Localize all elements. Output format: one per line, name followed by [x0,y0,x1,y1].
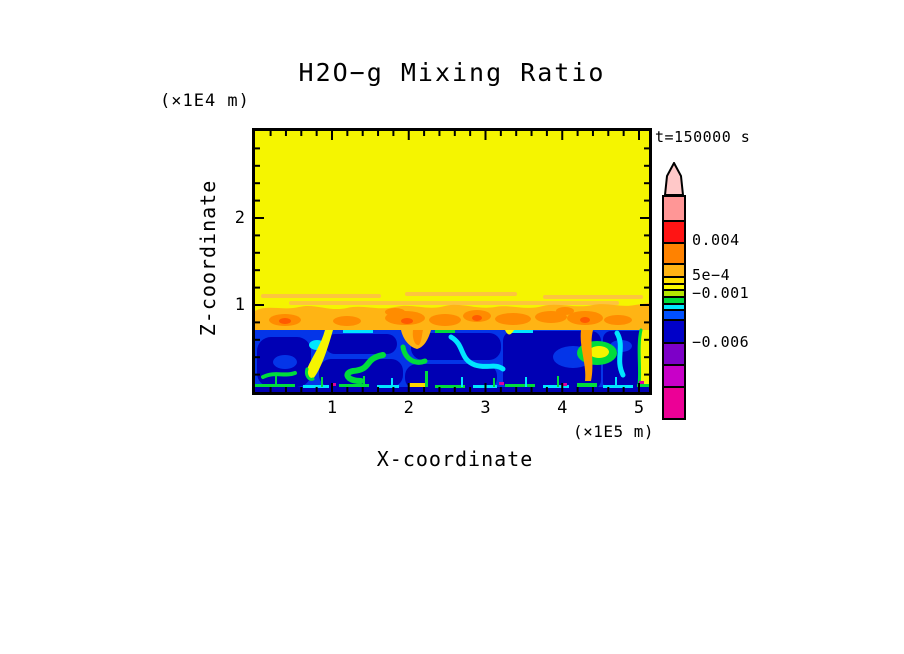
colorbar-segment [664,220,684,242]
colorbar-segment [664,276,684,283]
colorbar [662,195,686,420]
x-tick-label: 3 [480,398,491,418]
colorbar-segment [664,283,684,289]
x-axis-units-label: (×1E5 m) [573,422,655,441]
colorbar-segment [664,303,684,309]
colorbar-arrow-icon [663,162,685,196]
y-axis-units-label: (×1E4 m) [160,91,250,111]
surface-strip [255,371,649,392]
contour-field [255,131,649,392]
y-tick-label: 1 [234,295,245,315]
time-annotation: t=150000 s [655,128,751,146]
colorbar-segment [664,296,684,303]
colorbar-segment [664,289,684,296]
axis-ticks [255,131,649,392]
colorbar-segment [664,364,684,386]
colorbar-tick-label: −0.001 [692,284,750,302]
plot-area [252,128,652,395]
x-tick-label: 5 [633,398,645,418]
colorbar-segment [664,197,684,220]
x-tick-label: 1 [326,398,338,418]
colorbar-segment [664,242,684,263]
y-tick-label: 2 [234,208,245,228]
colorbar-tick-label: −0.006 [692,333,750,351]
filaments-and-plumes [261,328,649,387]
colorbar-segment [664,263,684,276]
colorbar-segment [664,386,684,418]
colorbar-segment [664,342,684,364]
x-tick-label: 2 [403,398,414,418]
colorbar-tick-label: 0.004 [692,231,740,249]
colorbar-tick-label: 5e−4 [692,266,731,284]
x-axis-title: X-coordinate [376,447,534,471]
x-tick-label: 4 [557,398,568,418]
colorbar-segment [664,309,684,319]
colorbar-segment [664,319,684,342]
y-axis-title: Z-coordinate [196,179,220,337]
transition-band [255,292,649,332]
page-title: H2O−g Mixing Ratio [298,58,606,87]
